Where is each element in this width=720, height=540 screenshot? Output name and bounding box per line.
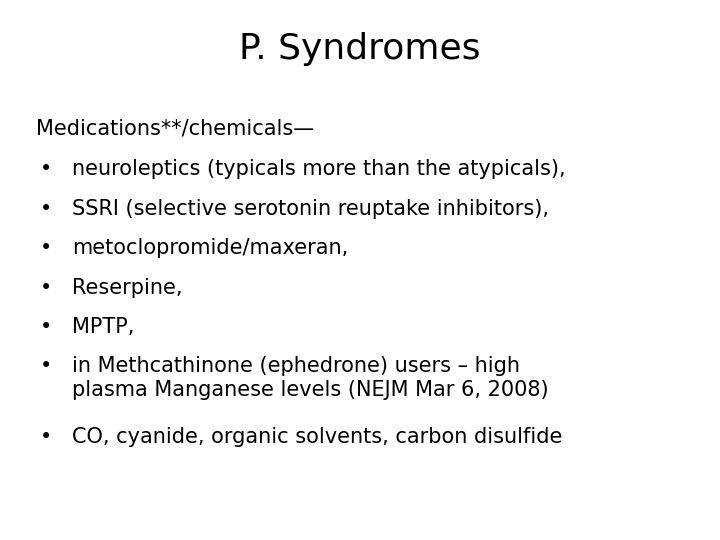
Text: neuroleptics (typicals more than the atypicals),: neuroleptics (typicals more than the aty…: [72, 159, 566, 179]
Text: Medications**/chemicals—: Medications**/chemicals—: [36, 119, 314, 139]
Text: •: •: [40, 199, 52, 219]
Text: MPTP,: MPTP,: [72, 317, 135, 337]
Text: Reserpine,: Reserpine,: [72, 278, 182, 298]
Text: •: •: [40, 159, 52, 179]
Text: •: •: [40, 317, 52, 337]
Text: in Methcathinone (ephedrone) users – high
plasma Manganese levels (NEJM Mar 6, 2: in Methcathinone (ephedrone) users – hig…: [72, 356, 549, 400]
Text: SSRI (selective serotonin reuptake inhibitors),: SSRI (selective serotonin reuptake inhib…: [72, 199, 549, 219]
Text: CO, cyanide, organic solvents, carbon disulfide: CO, cyanide, organic solvents, carbon di…: [72, 427, 562, 447]
Text: •: •: [40, 356, 52, 376]
Text: •: •: [40, 238, 52, 258]
Text: •: •: [40, 427, 52, 447]
Text: metoclopromide/maxeran,: metoclopromide/maxeran,: [72, 238, 348, 258]
Text: •: •: [40, 278, 52, 298]
Text: P. Syndromes: P. Syndromes: [239, 32, 481, 66]
